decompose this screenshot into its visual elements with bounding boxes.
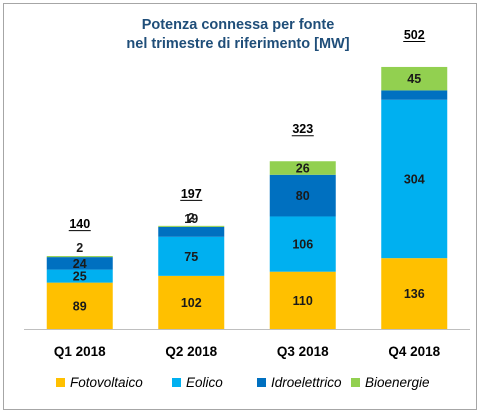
total-label-3: 323 [292, 122, 313, 136]
chart-frame: Potenza connessa per fonte nel trimestre… [3, 3, 477, 410]
legend-swatch-idroelettrico [257, 378, 266, 387]
bar-fotovoltaico-2 [158, 275, 225, 329]
category-label-1: Q1 2018 [54, 344, 106, 359]
bar-fotovoltaico-1 [46, 282, 113, 329]
bar-bioenergie-4 [381, 66, 448, 91]
chart-subtitle: nel trimestre di riferimento [MW] [126, 36, 349, 52]
total-label-1: 140 [69, 217, 90, 231]
data-label-fotovoltaico-1: 89 [73, 299, 87, 313]
bar-bioenergie-1 [46, 256, 113, 258]
bar-eolico-1 [46, 269, 113, 283]
bar-group-q2-2018: 102 75 192 197 [158, 187, 225, 329]
data-label-idroelettrico-1: 24 [73, 257, 87, 271]
data-label-fotovoltaico-2: 102 [181, 296, 202, 310]
bar-idroelettrico-2 [158, 226, 225, 237]
stacked-bar-chart: Potenza connessa per fonte nel trimestre… [24, 17, 470, 390]
legend-label-bioenergie: Bioenergie [365, 375, 430, 390]
bar-group-q4-2018: 1363041845502 [381, 28, 448, 329]
data-label-bioenergie-2: 2 [188, 211, 195, 225]
data-label-eolico-1: 25 [73, 270, 87, 284]
legend-swatch-bioenergie [351, 378, 360, 387]
data-label-idroelettrico-3: 80 [296, 189, 310, 203]
bar-idroelettrico-4 [381, 90, 448, 100]
legend-label-idroelettrico: Idroelettrico [271, 375, 342, 390]
category-label-4: Q4 2018 [388, 344, 440, 359]
bar-eolico-4 [381, 99, 448, 259]
legend-item-fotovoltaico: Fotovoltaico [56, 375, 143, 390]
legend-swatch-fotovoltaico [56, 378, 65, 387]
bar-idroelettrico-3 [269, 174, 336, 217]
chart-title: Potenza connessa per fonte [142, 17, 335, 33]
bar-idroelettrico-1 [46, 257, 113, 270]
legend-item-eolico: Eolico [172, 375, 223, 390]
bar-eolico-3 [269, 216, 336, 272]
legend-label-fotovoltaico: Fotovoltaico [70, 375, 143, 390]
category-label-2: Q2 2018 [165, 344, 217, 359]
data-label-idroelettrico-2: 19 [184, 212, 198, 226]
bar-fotovoltaico-4 [381, 258, 448, 329]
legend-item-idroelettrico: Idroelettrico [257, 375, 342, 390]
data-label-fotovoltaico-3: 110 [293, 294, 313, 308]
legend-swatch-eolico [172, 378, 181, 387]
bar-bioenergie-2 [158, 225, 225, 227]
data-label-fotovoltaico-4: 136 [404, 287, 425, 301]
data-label-eolico-3: 106 [292, 238, 313, 252]
bar-group-q3-2018: 110 106 80 26 323 [269, 122, 336, 329]
total-label-4: 502 [404, 28, 425, 42]
data-label-eolico-4: 304 [404, 172, 425, 186]
legend: Fotovoltaico Eolico Idroelettrico Bioenergi… [56, 375, 430, 390]
total-label-2: 197 [181, 187, 202, 201]
legend-item-bioenergie: Bioenergie [351, 375, 430, 390]
bar-eolico-2 [158, 236, 225, 276]
bar-bioenergie-3 [269, 161, 336, 175]
data-label-bioenergie-4: 45 [407, 72, 421, 86]
bar-fotovoltaico-3 [269, 271, 336, 329]
category-label-3: Q3 2018 [277, 344, 329, 359]
data-label-eolico-2: 75 [184, 250, 198, 264]
data-label-bioenergie-3: 26 [296, 162, 310, 176]
data-label-bioenergie-1: 2 [76, 241, 83, 255]
legend-label-eolico: Eolico [186, 375, 223, 390]
